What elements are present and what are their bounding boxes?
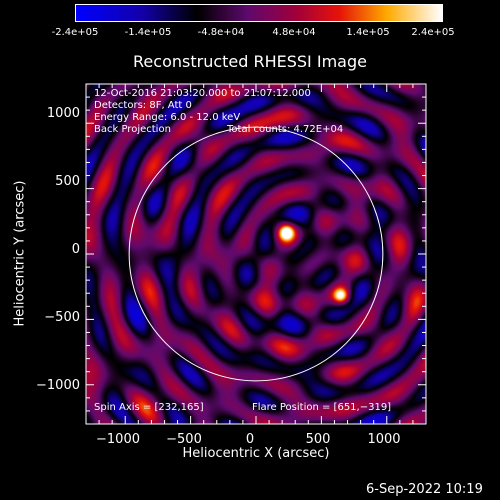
x-tick-label: −1000 — [96, 432, 140, 447]
y-tick-label: 1000 — [46, 106, 80, 121]
x-axis-label: Heliocentric X (arcsec) — [182, 446, 330, 461]
annotation-time-range: 12-Oct-2016 21:03:20.000 to 21:07:12.000 — [94, 88, 311, 99]
annotation-method: Back Projection — [94, 124, 171, 135]
x-tick-label: 1000 — [367, 432, 401, 447]
x-tick-label: −500 — [166, 432, 202, 447]
annotation-counts: Total counts: 4.72E+04 — [227, 124, 344, 135]
x-tick-label: 500 — [305, 432, 331, 447]
plot-frame — [85, 83, 427, 425]
y-tick-label: −1000 — [36, 378, 80, 393]
x-tick-label: 0 — [245, 432, 255, 447]
annotation-spin-axis: Spin Axis = [232,165] — [94, 402, 204, 413]
solar-limb-circle — [128, 126, 384, 382]
colorbar-tick: -4.8e+04 — [197, 27, 245, 38]
heatmap-image — [86, 84, 426, 424]
colorbar — [75, 4, 443, 22]
annotation-energy: Energy Range: 6.0 - 12.0 keV — [94, 112, 241, 123]
colorbar-tick: -1.4e+05 — [124, 27, 172, 38]
y-axis-label: Heliocentric Y (arcsec) — [12, 180, 28, 327]
tick-marks — [86, 84, 426, 424]
y-tick-label: 500 — [55, 174, 80, 189]
colorbar-tick: -2.4e+05 — [51, 27, 99, 38]
y-tick-label: −500 — [44, 310, 80, 325]
colorbar-tick: 1.4e+05 — [346, 27, 390, 38]
colorbar-tick: 2.4e+05 — [411, 27, 455, 38]
y-tick-label: 0 — [71, 242, 80, 257]
footer-date: 6-Sep-2022 10:19 — [366, 482, 483, 497]
annotation-detectors: Detectors: 8F, Att 0 — [94, 100, 192, 111]
chart-title: Reconstructed RHESSI Image — [133, 52, 367, 71]
annotation-flare-position: Flare Position = [651,−319] — [252, 402, 392, 413]
colorbar-tick: 4.8e+04 — [272, 27, 316, 38]
